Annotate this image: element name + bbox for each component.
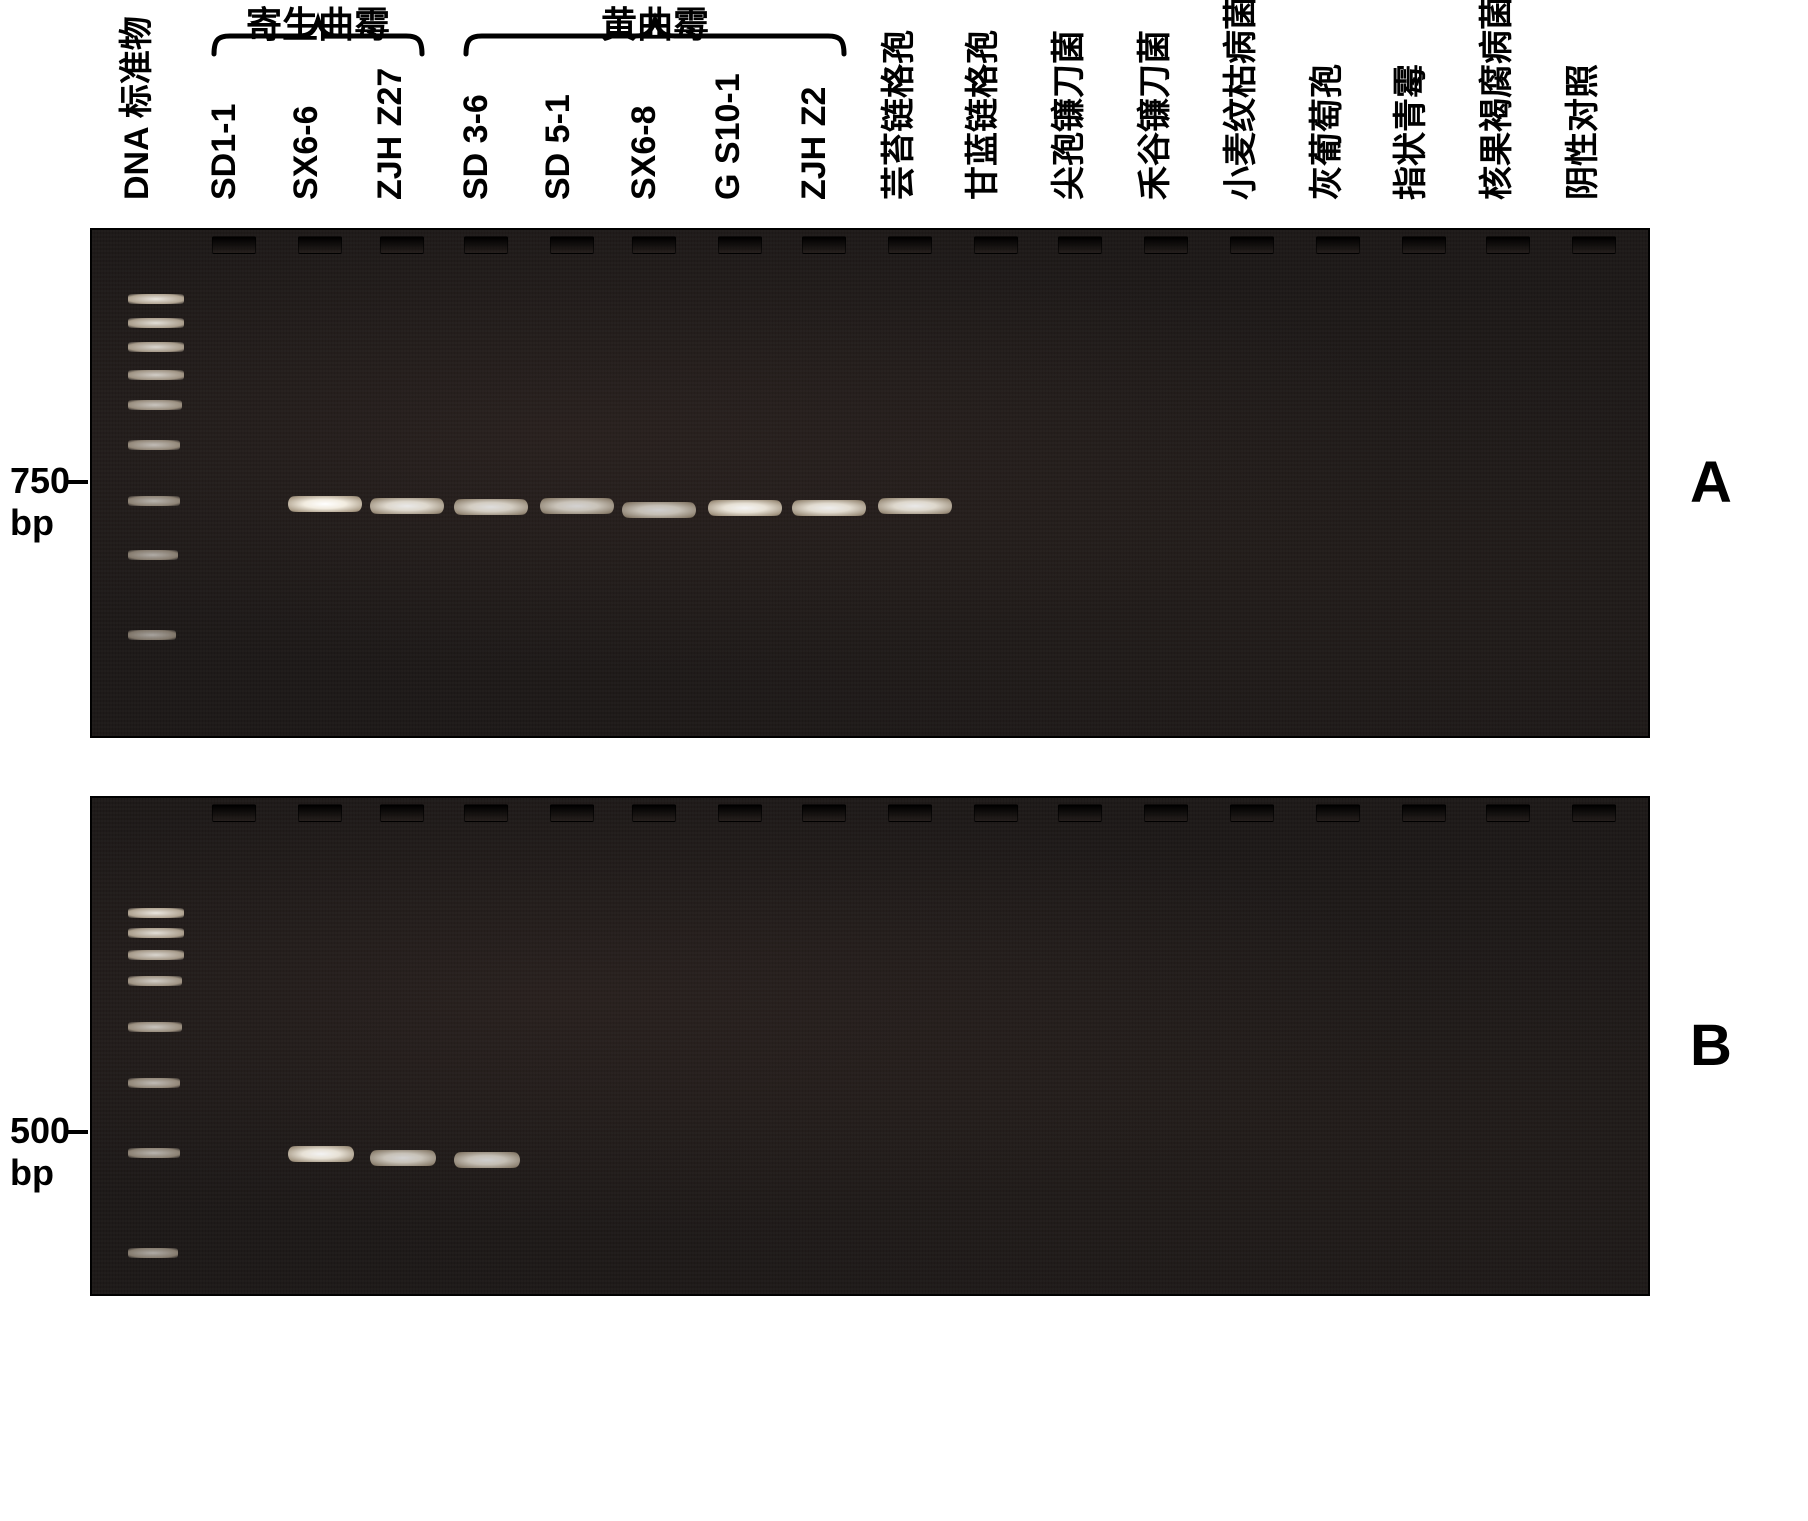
ladder-band — [128, 1248, 178, 1258]
pcr-band — [454, 1152, 520, 1168]
lane-label: 尖孢镰刀菌 — [1041, 30, 1090, 200]
well — [380, 236, 424, 254]
well — [1402, 236, 1446, 254]
dna-ladder-a — [128, 230, 184, 738]
lane-label: SX6-6 — [287, 106, 326, 201]
well — [802, 804, 846, 822]
ladder-band — [128, 550, 178, 560]
gel-panel-a — [90, 228, 1650, 738]
well — [298, 236, 342, 254]
ladder-band — [128, 976, 182, 986]
gel-noise — [92, 230, 1648, 736]
lane-label: 小麦纹枯病菌 — [1213, 0, 1262, 200]
well — [1316, 804, 1360, 822]
panel-a-size-tick — [66, 480, 88, 484]
well — [718, 804, 762, 822]
gel-panel-b — [90, 796, 1650, 1296]
ladder-band — [128, 908, 184, 918]
lane-label: 禾谷镰刀菌 — [1127, 30, 1176, 200]
lane-label: 指状青霉 — [1383, 64, 1432, 200]
pcr-band — [370, 498, 444, 514]
pcr-band — [288, 496, 362, 512]
well — [550, 804, 594, 822]
well — [1144, 804, 1188, 822]
lane-label: SD 5-1 — [539, 94, 578, 200]
pcr-band — [792, 500, 866, 516]
well — [1230, 236, 1274, 254]
well — [718, 236, 762, 254]
lane-label: 灰葡萄孢 — [1299, 64, 1348, 200]
lane-label: G S10-1 — [709, 73, 748, 200]
ladder-band — [128, 294, 184, 304]
lane-label: 甘蓝链格孢 — [955, 30, 1004, 200]
panel-b-size-tick — [66, 1130, 88, 1134]
well — [632, 236, 676, 254]
well — [1316, 236, 1360, 254]
pcr-band — [454, 499, 528, 515]
well — [1572, 236, 1616, 254]
well — [888, 804, 932, 822]
well — [974, 236, 1018, 254]
well — [212, 236, 256, 254]
well — [298, 804, 342, 822]
wells-row-a — [92, 236, 1648, 256]
dna-ladder-b — [128, 798, 184, 1296]
well — [888, 236, 932, 254]
well — [212, 804, 256, 822]
pcr-band — [288, 1146, 354, 1162]
lane-labels-row: DNA 标准物 SD1-1 SX6-6 ZJH Z27 SD 3-6 SD 5-1 SX6-… — [50, 10, 1790, 210]
lane-label: 阴性对照 — [1555, 64, 1604, 200]
well — [464, 804, 508, 822]
panel-b-size-label: 500 bp — [10, 1110, 86, 1194]
ladder-band — [128, 950, 184, 960]
lane-label: 芸苔链格孢 — [871, 30, 920, 200]
ladder-band — [128, 342, 184, 352]
pcr-band — [370, 1150, 436, 1166]
ladder-band — [128, 370, 184, 380]
ladder-band — [128, 318, 184, 328]
ladder-band — [128, 1022, 182, 1032]
well — [1486, 804, 1530, 822]
ladder-band — [128, 630, 176, 640]
lane-label: ZJH Z2 — [795, 87, 834, 200]
well — [802, 236, 846, 254]
well — [1058, 804, 1102, 822]
gel-noise — [92, 798, 1648, 1294]
lane-label: ZJH Z27 — [371, 68, 410, 200]
ladder-band — [128, 440, 180, 450]
figure-container: 寄生曲霉黄曲霉 DNA 标准物SD1-1SX6-6ZJH Z27SD 3-6SD… — [10, 10, 1798, 1511]
ladder-band — [128, 928, 184, 938]
well — [464, 236, 508, 254]
panel-b-letter: B — [1690, 1012, 1732, 1079]
wells-row-b — [92, 804, 1648, 824]
pcr-band — [622, 502, 696, 518]
pcr-band — [540, 498, 614, 514]
lane-label: SD 3-6 — [457, 94, 496, 200]
well — [632, 804, 676, 822]
well — [1144, 236, 1188, 254]
lane-label: 核果褐腐病菌 — [1469, 0, 1518, 200]
ladder-band — [128, 496, 180, 506]
ladder-band — [128, 1078, 180, 1088]
well — [380, 804, 424, 822]
well — [1402, 804, 1446, 822]
ladder-band — [128, 1148, 180, 1158]
well — [550, 236, 594, 254]
well — [1230, 804, 1274, 822]
panel-a-size-label: 750 bp — [10, 460, 86, 544]
well — [1058, 236, 1102, 254]
lane-label: SD1-1 — [205, 104, 244, 200]
lane-label: DNA 标准物 — [109, 16, 158, 200]
panel-a-letter: A — [1690, 449, 1732, 516]
pcr-band — [878, 498, 952, 514]
well — [974, 804, 1018, 822]
ladder-band — [128, 400, 182, 410]
well — [1486, 236, 1530, 254]
pcr-band — [708, 500, 782, 516]
lane-label: SX6-8 — [625, 106, 664, 201]
well — [1572, 804, 1616, 822]
